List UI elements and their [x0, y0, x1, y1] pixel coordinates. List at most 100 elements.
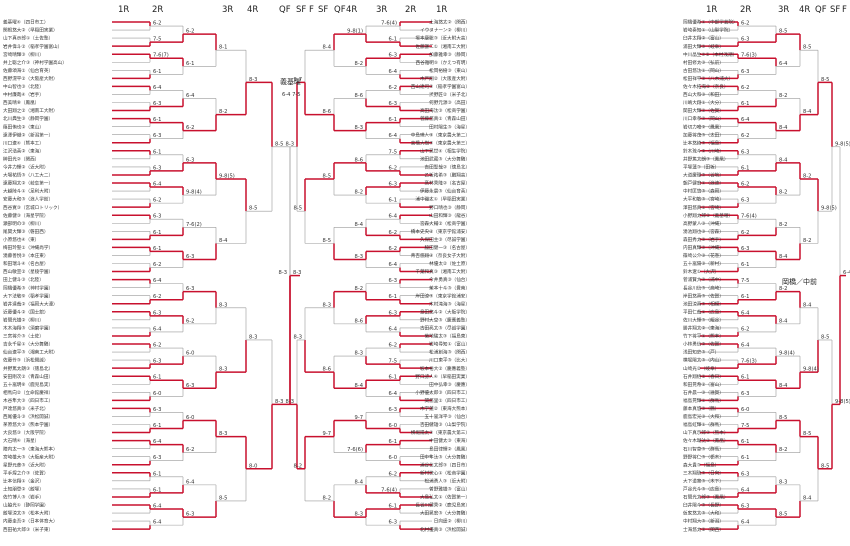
- match-score: 8-3: [293, 270, 301, 276]
- player-name: 浦中磯太①（早稲田実業）: [415, 196, 470, 203]
- match-score: 8-2: [779, 190, 787, 196]
- match-score: 6-4: [153, 439, 162, 445]
- match-score: 9-8(5): [821, 206, 837, 212]
- player-name: 髙林秀隆②（名古屋）: [425, 180, 470, 187]
- player-name: 西谷寛③（宮城ロトリック）: [3, 204, 62, 211]
- player-name: 湧藤善悦③（本庄東）: [3, 252, 48, 259]
- match-score: 8-3: [355, 351, 363, 357]
- round-header: 4R: [799, 5, 810, 15]
- player-name: 篠田侑也②（東山）: [3, 123, 44, 130]
- match-score: 7-5: [741, 423, 749, 429]
- match-score: 9-8(5): [835, 141, 850, 147]
- player-name: 山下真示郎①（土佐塾）: [3, 35, 53, 42]
- match-score: 8-2: [219, 109, 227, 115]
- player-name: 福島虹輝①（群馬）: [683, 421, 724, 428]
- match-score: 9-7: [323, 431, 331, 437]
- match-score: 6-1: [389, 198, 397, 204]
- player-name: 大田晃宏③（大分舞鶴）: [420, 510, 470, 517]
- player-name: 伊藤永晨③（仙台育英）: [420, 188, 470, 195]
- match-score: 8-4: [355, 222, 364, 228]
- player-name: 加藤将茂③（太田）: [683, 131, 724, 138]
- match-score: 9-8(5): [219, 173, 235, 179]
- match-score: 8-5: [803, 45, 811, 51]
- player-name: 和田晃希②（富山）: [683, 381, 724, 388]
- match-score: 8-4: [779, 318, 788, 324]
- match-score: 6-4: [389, 133, 398, 139]
- player-name: 瀬部明の③（柳川）: [3, 220, 44, 227]
- player-name: 菅浦賢大③（浦中）: [683, 276, 724, 283]
- match-score: 8-3: [286, 141, 294, 147]
- final-score: 6-4 7-5: [282, 92, 301, 98]
- player-name: 平塚蓮③（田坂）: [683, 164, 719, 171]
- match-score: 8-6: [323, 109, 331, 115]
- match-score: 6-3: [389, 53, 397, 59]
- match-score: 6-4: [741, 520, 750, 526]
- round-headers-left: 1R 2R 3R 4R QF SF F: [118, 5, 314, 15]
- match-score: 8-5: [779, 29, 787, 35]
- player-name: 安田剛次②（青森山田）: [3, 373, 53, 380]
- player-name: 林優太②（佐土原）: [429, 260, 470, 267]
- match-score: 8-4: [355, 383, 364, 389]
- player-name: 浦谷信太郎③（四日市）: [420, 461, 470, 468]
- round-headers-right: 1R 2R 3R 4R QF SF F: [706, 5, 847, 15]
- match-score: 6-3: [153, 455, 161, 461]
- match-score: 6-3: [389, 407, 397, 413]
- match-score: 6-2: [389, 246, 397, 252]
- player-name: 長谷川信③（高崎）: [683, 284, 724, 291]
- round-header: F: [309, 5, 314, 15]
- player-name: 辻本信翔①（金沢）: [3, 477, 44, 484]
- player-name: 佐藤頌海①（仙台育英）: [3, 67, 53, 74]
- match-score: 6-1: [153, 117, 161, 123]
- match-score: 7-6(4): [381, 21, 397, 27]
- player-name: 澤田悠真①（宮崎）: [683, 204, 724, 211]
- bracket-lines: [112, 21, 846, 530]
- player-name: 佐川大輝③（龍谷）: [683, 316, 724, 323]
- match-score: 6-3: [741, 149, 749, 155]
- match-score: 8-2: [779, 93, 787, 99]
- round-header: F: [842, 5, 847, 15]
- player-name: 久保田主③（尽誠学園）: [420, 236, 470, 243]
- player-name: イウヌナーン②（柳川）: [420, 27, 470, 34]
- match-score: 6-4: [186, 479, 195, 485]
- player-name: 吉永千星①（大分舞鶴）: [3, 341, 53, 348]
- match-score: 6-1: [153, 487, 161, 493]
- player-name: 西田祐大郎③（米子東）: [3, 526, 53, 533]
- round-header: 3R: [778, 5, 789, 15]
- player-name: 菅藤悠真①（青森山田）: [420, 115, 470, 122]
- match-score: 6-0: [153, 391, 161, 397]
- match-score: 6-1: [389, 117, 397, 123]
- player-name: 松田祥平②（八木浦大）: [683, 75, 733, 82]
- player-name: 仮家悠太③（大和）: [683, 510, 724, 517]
- round-header: 2R: [152, 5, 163, 15]
- player-name: 古田亮太③（尽誠学園）: [420, 325, 470, 332]
- round-header: SF: [296, 5, 306, 15]
- player-name: 高田海汰③（松商学園）: [420, 107, 470, 114]
- player-name: 朝戸健宏①（浪速）: [683, 180, 724, 187]
- player-name: 中山智也③（北陸）: [3, 83, 44, 90]
- player-name: 安藤大和③（浪人学館）: [3, 196, 53, 203]
- player-name: 岩井偉斗②（稲孝学園富山）: [3, 43, 62, 50]
- match-score: 6-3: [186, 286, 194, 292]
- player-name: 大島弘太①（佐賀第一）: [420, 494, 470, 501]
- match-score: 6-3: [186, 383, 194, 389]
- match-score: 6-3: [153, 165, 161, 171]
- player-name: 星野元彦③（近大附）: [3, 461, 48, 468]
- match-score: 8-3: [355, 125, 363, 131]
- match-score: 6-1: [741, 101, 749, 107]
- player-name: 曽野雅雄③（富山）: [429, 486, 470, 493]
- player-name: 島田律輝②（鳳凰）: [429, 445, 470, 452]
- player-name: 古田悠汰①（岡山）: [683, 67, 724, 74]
- player-name: 尾関大輝③（磐田西）: [3, 228, 48, 235]
- match-score: 6-1: [741, 455, 749, 461]
- match-score: 8-5: [275, 141, 283, 147]
- player-name: 中島瑛人②（東京農大第二）: [411, 131, 470, 138]
- player-name: 江沢浩英②（東海）: [3, 147, 44, 154]
- round-header: 4R: [247, 5, 258, 15]
- match-score: 8-3: [323, 302, 331, 308]
- round-header: 2R: [740, 5, 751, 15]
- player-name: 小林勇信②（佐賀）: [683, 341, 724, 348]
- player-name: 横堀陽太③（内山）: [683, 357, 724, 364]
- match-score: 8-5: [779, 415, 787, 421]
- match-score: 6-1: [389, 294, 397, 300]
